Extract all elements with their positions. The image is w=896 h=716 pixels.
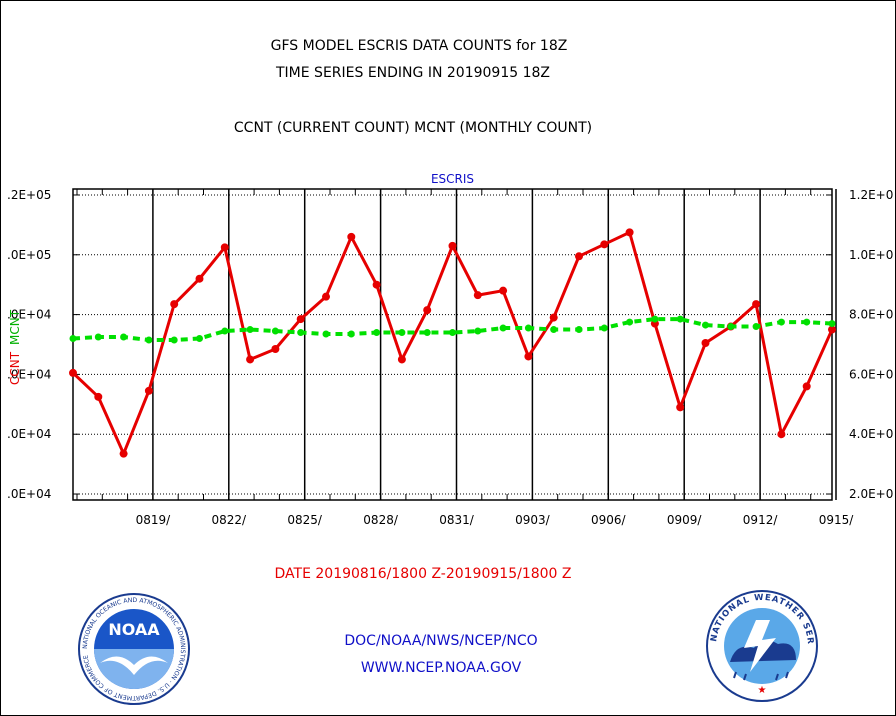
data-point-ccnt — [499, 286, 508, 295]
x-tick-label: 0909/ — [667, 513, 703, 527]
data-point-mcnt — [170, 336, 178, 344]
title-line-2: TIME SERIES ENDING IN 20190915 18Z — [276, 65, 550, 81]
x-tick-label: 0819/ — [136, 513, 172, 527]
title-line-3: CCNT (CURRENT COUNT) MCNT (MONTHLY COUNT… — [233, 120, 593, 136]
series-line-ccnt — [71, 230, 834, 458]
data-point-ccnt — [701, 339, 710, 348]
data-point-ccnt — [676, 403, 685, 412]
data-point-ccnt — [423, 306, 432, 315]
data-point-ccnt — [575, 252, 583, 261]
org-path: DOC/NOAA/NWS/NCEP/NCO — [344, 633, 538, 649]
data-point-mcnt — [221, 327, 229, 335]
data-point-mcnt — [449, 329, 456, 337]
data-point-ccnt — [271, 344, 280, 353]
data-point-mcnt — [69, 335, 77, 343]
data-point-mcnt — [120, 333, 128, 341]
data-point-ccnt — [828, 325, 836, 334]
data-point-ccnt — [600, 240, 609, 249]
nws-logo: NATIONAL WEATHER SERVICE ★ — [706, 590, 818, 702]
y-tick-label-right: 1.0E+0 — [849, 248, 893, 262]
data-point-ccnt — [372, 280, 381, 289]
data-point-mcnt — [651, 315, 659, 323]
noaa-logo: NOAA NATIONAL OCEANIC AND ATMOSPHERIC AD… — [78, 593, 190, 705]
x-tick-label: 0825/ — [287, 513, 323, 527]
data-point-mcnt — [373, 329, 381, 337]
data-point-ccnt — [625, 228, 634, 237]
y-tick-label-left: .0E+04 — [7, 308, 51, 322]
title-line-1: GFS MODEL ESCRIS DATA COUNTS for 18Z — [270, 38, 568, 54]
data-point-ccnt — [752, 300, 761, 309]
date-range: DATE 20190816/1800 Z-20190915/1800 Z — [274, 566, 572, 582]
data-point-ccnt — [170, 300, 179, 309]
data-point-ccnt — [549, 313, 558, 322]
data-point-mcnt — [575, 326, 583, 334]
x-tick-label: 0831/ — [439, 513, 475, 527]
data-point-ccnt — [802, 382, 811, 391]
data-point-ccnt — [220, 243, 229, 252]
data-point-mcnt — [828, 320, 836, 328]
x-tick-label: 0903/ — [515, 513, 551, 527]
y-tick-label-right: 8.0E+0 — [849, 308, 893, 322]
svg-text:★: ★ — [758, 685, 767, 696]
y-tick-label-right: 2.0E+0 — [849, 487, 893, 501]
x-tick-label: 0906/ — [591, 513, 627, 527]
y-axis-label-right: MCNT — [8, 309, 22, 345]
data-point-ccnt — [195, 274, 204, 283]
data-point-mcnt — [322, 330, 330, 338]
x-tick-label: 0822/ — [212, 513, 248, 527]
data-point-ccnt — [473, 291, 482, 300]
y-tick-label-left: .0E+04 — [7, 487, 51, 501]
data-point-mcnt — [702, 321, 709, 329]
data-point-ccnt — [246, 355, 255, 364]
data-point-ccnt — [296, 315, 305, 324]
ncep-url-link[interactable]: WWW.NCEP.NOAA.GOV — [360, 660, 522, 676]
data-point-ccnt — [448, 241, 457, 250]
data-point-ccnt — [347, 232, 356, 241]
y-tick-label-left: .0E+04 — [7, 427, 51, 441]
data-point-mcnt — [626, 318, 634, 326]
x-tick-label: 0915/ — [819, 513, 855, 527]
y-tick-label-left: .0E+05 — [7, 248, 51, 262]
data-point-mcnt — [271, 327, 279, 335]
x-tick-label: 0828/ — [363, 513, 399, 527]
data-point-mcnt — [423, 329, 431, 337]
data-point-ccnt — [397, 355, 406, 364]
data-point-mcnt — [600, 324, 608, 332]
y-tick-label-right: 1.2E+0 — [849, 188, 893, 202]
y-tick-label-left: .0E+04 — [7, 367, 51, 381]
data-point-ccnt — [69, 368, 77, 377]
y-tick-label-right: 4.0E+0 — [849, 427, 893, 441]
x-tick-label: 0912/ — [743, 513, 779, 527]
data-point-mcnt — [94, 333, 102, 341]
data-point-mcnt — [145, 336, 153, 344]
chart-title: ESCRIS — [431, 172, 474, 186]
data-point-mcnt — [524, 324, 532, 332]
data-point-mcnt — [777, 318, 785, 326]
y-tick-label-right: 6.0E+0 — [849, 367, 893, 381]
data-point-mcnt — [803, 318, 811, 326]
data-point-ccnt — [322, 292, 330, 301]
noaa-logo-text: NOAA — [108, 620, 160, 639]
data-point-ccnt — [119, 449, 128, 458]
plot-area — [72, 188, 833, 501]
data-point-mcnt — [297, 329, 305, 337]
data-point-ccnt — [144, 386, 153, 395]
data-point-ccnt — [524, 352, 533, 361]
data-point-mcnt — [727, 323, 735, 331]
data-point-mcnt — [550, 326, 558, 334]
y-tick-label-left: .2E+05 — [7, 188, 51, 202]
data-point-mcnt — [347, 330, 355, 338]
data-point-mcnt — [474, 327, 482, 335]
data-point-ccnt — [777, 430, 786, 439]
data-point-mcnt — [676, 315, 684, 323]
data-point-mcnt — [499, 324, 507, 332]
data-point-mcnt — [752, 323, 760, 331]
data-point-mcnt — [196, 335, 203, 343]
data-point-ccnt — [94, 392, 103, 401]
data-point-mcnt — [398, 329, 406, 337]
y-axis-label-left: CCNT — [8, 351, 22, 385]
data-point-mcnt — [246, 326, 254, 334]
